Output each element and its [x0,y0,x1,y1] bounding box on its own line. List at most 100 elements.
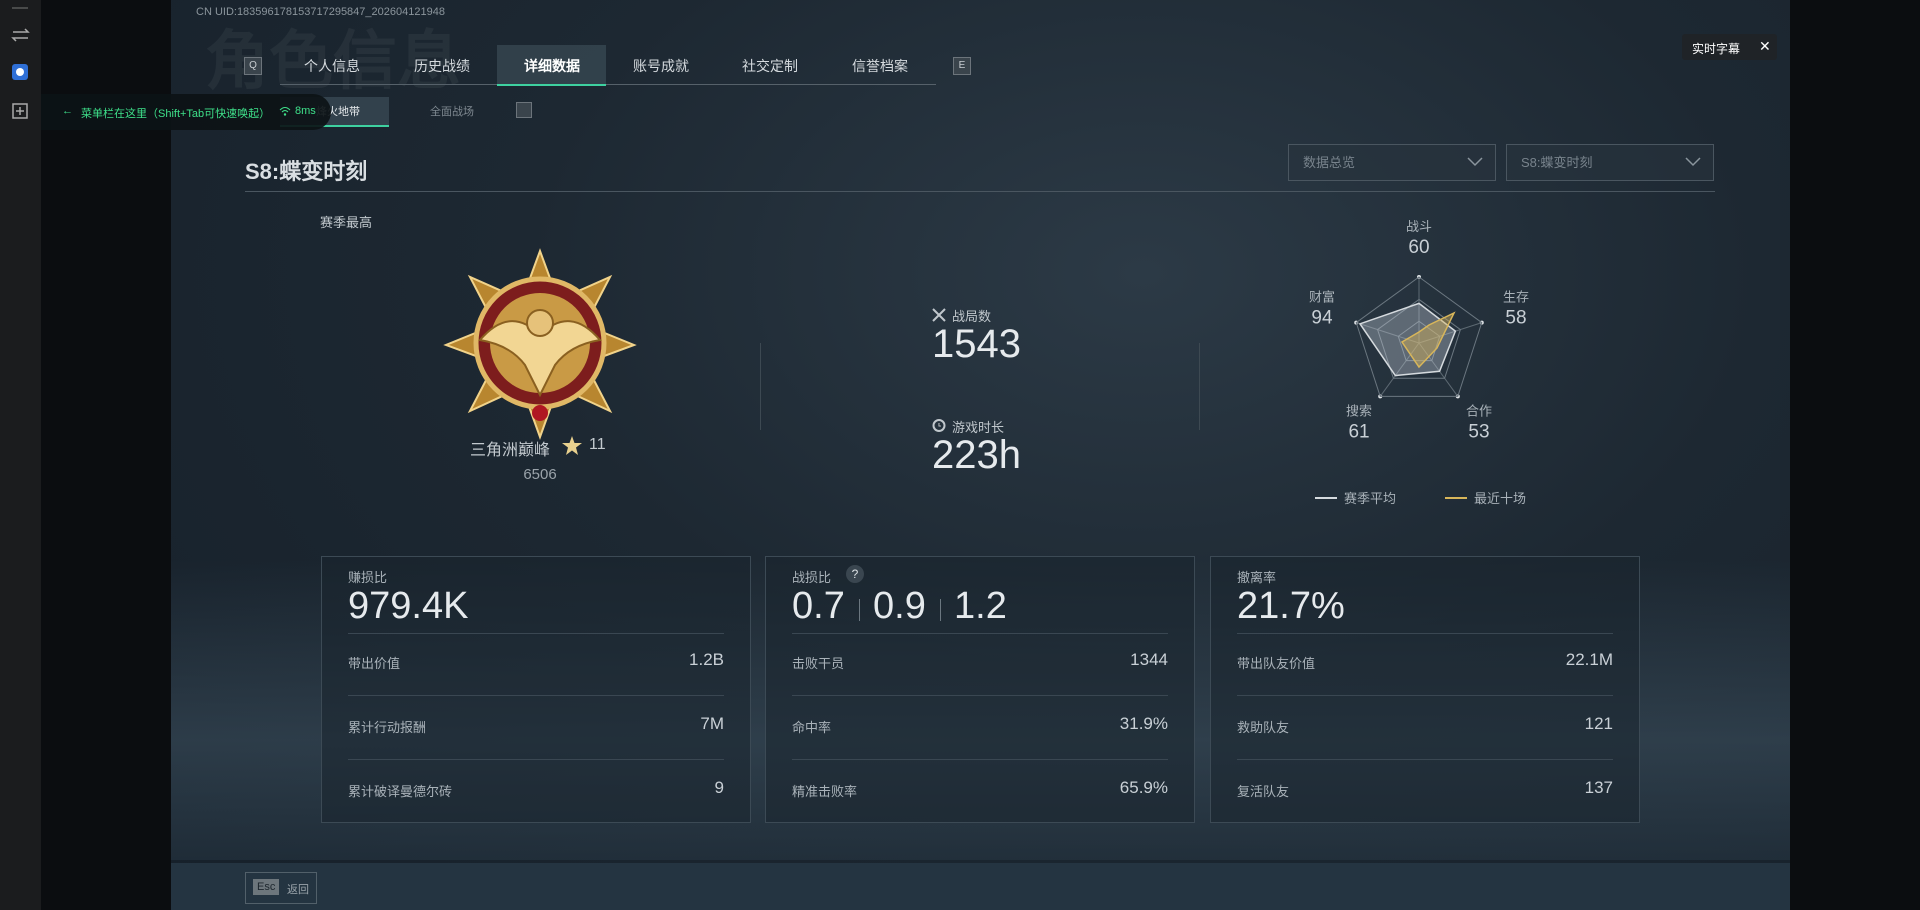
card-value: 979.4K [348,585,469,627]
radar-spoke [1418,342,1459,397]
divider [792,695,1168,696]
divider [1237,695,1613,696]
radar-value: 58 [1505,307,1526,328]
sub-tab-key [516,102,532,118]
radar-grid [1376,298,1462,379]
sub-tab[interactable]: 全面战场 [430,106,474,118]
radar-value: 94 [1311,307,1333,328]
back-label: 返回 [287,884,309,896]
row-label: 精准击败率 [792,784,858,799]
divider [792,759,1168,760]
radar-chart: 赛季平均 最近十场 战斗 60 生存 58 合作 53 搜索 61 财富 94 [1309,220,1529,506]
tab[interactable]: 社交定制 [742,58,798,74]
row-label: 复活队友 [1237,784,1290,799]
uid: CN UID:183596178153717295847_20260412194… [196,6,445,18]
dropdown-label: 数据总览 [1303,155,1356,170]
rank-score: 6506 [523,466,557,483]
tab-key: Q [244,57,262,75]
summary-label: 战局数 [952,309,992,324]
radar-label: 生存 [1503,289,1529,304]
legend-label: 赛季平均 [1344,491,1396,506]
radar-value: 60 [1408,237,1429,258]
rank-stars: 11 [589,436,606,453]
tab[interactable]: 账号成就 [633,58,689,74]
legend-label: 最近十场 [1474,491,1526,506]
summary-value: 223h [932,433,1021,477]
divider [1237,633,1613,634]
row-value: 7M [700,714,724,733]
clock-icon [932,419,946,432]
radar-grid [1397,320,1441,362]
tab[interactable]: 个人信息 [304,58,360,74]
footer-bar [171,863,1790,910]
row-label: 累计破译曼德尔砖 [348,784,453,799]
radar-label: 财富 [1309,289,1335,304]
tab-key: E [953,57,971,75]
row-value: 22.1M [1565,650,1613,669]
divider [792,633,1168,634]
overlay-ping: 8ms [295,105,316,117]
divider [760,343,761,430]
wifi-icon [279,107,291,116]
row-value: 9 [714,778,724,797]
dropdown[interactable]: S8:蝶变时刻 [1506,144,1714,181]
chevron [1467,157,1483,167]
row-value: 137 [1584,778,1613,797]
rank-medal [443,248,637,440]
battle-icon [932,308,946,322]
stat-card: 赚损比 979.4K 带出价值 1.2B 累计行动报酬 7M 累计破译曼德尔砖 9 [321,556,751,823]
close-icon[interactable]: ✕ [1759,38,1771,54]
card-value: 21.7% [1237,585,1345,627]
row-label: 命中率 [792,720,832,735]
row-label: 击败干员 [792,656,845,671]
row-value: 1344 [1130,650,1168,669]
dropdown[interactable]: 数据总览 [1288,144,1496,181]
divider [1237,759,1613,760]
tab-baseline [280,84,936,85]
divider [348,695,724,696]
row-value: 1.2B [689,650,724,669]
card-label: 赚损比 [348,570,388,585]
card-value: 1.2 [954,585,1007,627]
value-separator [859,599,860,621]
summary-value: 1543 [932,322,1021,366]
divider [348,759,724,760]
row-value: 121 [1584,714,1613,733]
radar-value: 61 [1348,422,1369,443]
divider [348,633,724,634]
toolbar-icons [11,7,30,119]
rank-name: 三角洲巅峰 [470,442,551,459]
caption-button[interactable]: 实时字幕 ✕ [1682,34,1777,60]
season-title: S8:蝶变时刻 [245,159,368,184]
overlay-arrow: ← [62,105,73,117]
stat-card: 撤离率 21.7% 带出队友价值 22.1M 救助队友 121 复活队友 137 [1210,556,1640,823]
caption-label: 实时字幕 [1692,42,1741,56]
row-label: 救助队友 [1237,720,1290,735]
summary-label: 游戏时长 [952,420,1005,435]
tab[interactable]: 信誉档案 [852,58,908,74]
radar-label: 战斗 [1406,220,1432,234]
radar-spoke [1356,322,1420,344]
dropdown-label: S8:蝶变时刻 [1521,155,1593,170]
row-label: 带出价值 [348,656,401,671]
radar-spoke [1379,342,1420,397]
help-icon: ? [846,565,864,583]
tab[interactable]: 详细数据 [524,58,580,74]
star-icon [562,436,582,455]
radar-spoke [1418,322,1482,344]
title-underline [245,191,1715,192]
card-label: 撤离率 [1237,570,1277,585]
side-toolbar [0,0,41,910]
radar-grid [1355,276,1483,397]
radar-recent-shape [1400,311,1456,369]
tab[interactable]: 历史战绩 [414,58,470,74]
back-button[interactable]: Esc 返回 [245,872,317,904]
card-label: 战损比 [792,570,832,585]
value-separator [940,599,941,621]
row-value: 65.9% [1119,778,1168,797]
divider [1199,343,1200,430]
key-cap: Esc [253,879,280,895]
card-value: 0.7 [792,585,845,627]
radar-label: 合作 [1466,404,1492,419]
